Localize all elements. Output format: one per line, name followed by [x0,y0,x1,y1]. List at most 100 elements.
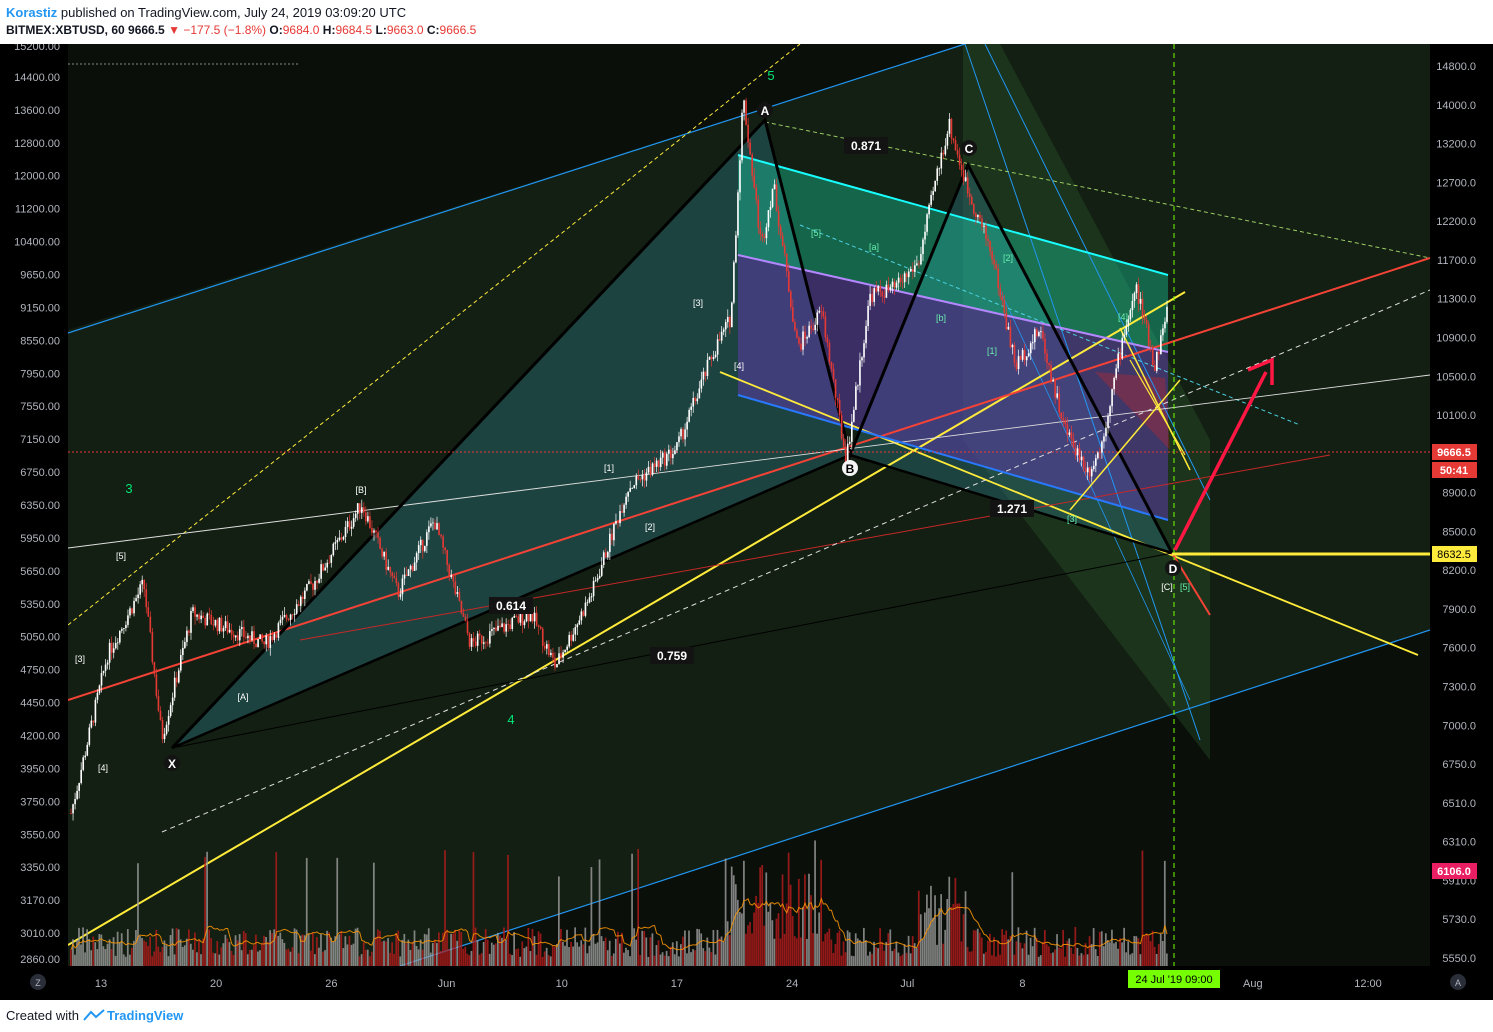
time-axis[interactable] [0,966,1493,1000]
volume-bar [1113,943,1115,966]
volume-bar [730,866,733,966]
right-price-axis[interactable] [1430,44,1493,966]
volume-bar [1137,938,1140,966]
close-label: C: [426,23,440,37]
candle-body [1072,438,1075,448]
candle-body [550,652,552,656]
volume-bar [311,932,314,966]
symbol-label[interactable]: BITMEX:XBTUSD, 60 [6,23,125,37]
volume-bar [741,913,743,966]
candle-body [1029,343,1032,354]
volume-bar [257,951,259,966]
volume-bar [86,929,88,966]
zoom-reset-button[interactable]: Z [30,974,46,990]
candle-body [802,331,804,350]
candle-body [954,140,957,151]
candle-body [491,628,493,632]
auto-scale-button[interactable]: A [1450,974,1466,990]
countdown-label: 50:41 [1432,462,1477,478]
volume-bar [989,933,991,966]
left-axis-tick-label: 4200.00 [20,731,60,743]
candle-body [1027,353,1030,357]
tradingview-brand-link[interactable]: TradingView [106,1008,184,1023]
candle-body [72,804,74,814]
volume-bar [517,948,520,966]
candle-body [657,460,660,468]
right-axis-tick-label: 7000.0 [1442,720,1476,732]
candle-body [1084,468,1087,473]
candle-body [773,184,776,190]
candle-body [165,724,168,734]
volume-bar [1005,930,1008,966]
candle-body [649,466,652,475]
candle-body [499,625,501,628]
candle-body [877,286,880,292]
author-name[interactable]: Korastiz [6,5,58,20]
volume-bar [586,953,589,966]
volume-bar [972,930,975,966]
volume-ma-line [70,897,1168,951]
volume-bar [212,952,215,966]
candle-body [1131,300,1134,311]
candle-body [485,642,487,644]
candle-body [1092,465,1095,470]
candle-body [257,639,259,648]
candle-body [975,213,977,218]
volume-bar [200,954,202,966]
candle-body [1097,452,1099,459]
left-price-axis[interactable] [0,44,68,966]
wave-label-3: 3 [125,481,132,496]
blue-channel-lower [399,629,1430,966]
candle-body [891,281,894,287]
candle-body [668,449,670,454]
volume-bar [818,912,820,966]
candle-body [968,193,971,198]
candle-body [320,564,322,579]
volume-bar [964,891,967,966]
candle-body [739,160,741,193]
candle-body [283,614,286,617]
candle-body [464,616,467,622]
volume-bar [677,956,680,966]
candle-body [387,566,390,570]
candle-body [454,581,457,594]
volume-bar [932,917,934,966]
volume-bar [728,935,731,966]
volume-bar [960,941,963,966]
candle-body [578,620,581,625]
candle-body [541,628,544,647]
candle-body [912,269,914,272]
candle-body [253,631,255,644]
volume-bar [1127,941,1130,966]
svg-text:B: B [846,462,855,476]
pattern-point-c: C [961,140,977,156]
candle-body [1105,427,1107,437]
volume-bar [956,903,959,966]
candle-body [403,574,406,579]
candle-body [110,642,113,653]
chart-header: Korastiz published on TradingView.com, J… [0,0,1493,44]
volume-bar [1096,955,1099,966]
volume-bar [346,944,349,966]
candle-body [944,145,947,155]
wave-label-b4-right: [4] [1118,312,1128,322]
candle-body [419,539,422,546]
volume-bar [1041,941,1044,966]
candle-body [141,579,143,585]
left-axis-tick-label: 7950.00 [20,368,60,380]
candle-body [826,337,829,343]
volume-bar [753,912,755,966]
volume-bar [523,948,526,966]
volume-bar [993,937,995,966]
volume-bar [139,935,141,966]
fib-ratio-0871: 0.871 [844,137,888,154]
high-value: 9684.5 [335,23,373,37]
volume-bar [954,877,957,966]
volume-bar [966,946,969,966]
candle-body [202,615,204,619]
volume-bar [850,955,853,966]
volume-bar [283,942,286,966]
volume-bar [852,956,855,966]
candle-body [397,583,400,597]
